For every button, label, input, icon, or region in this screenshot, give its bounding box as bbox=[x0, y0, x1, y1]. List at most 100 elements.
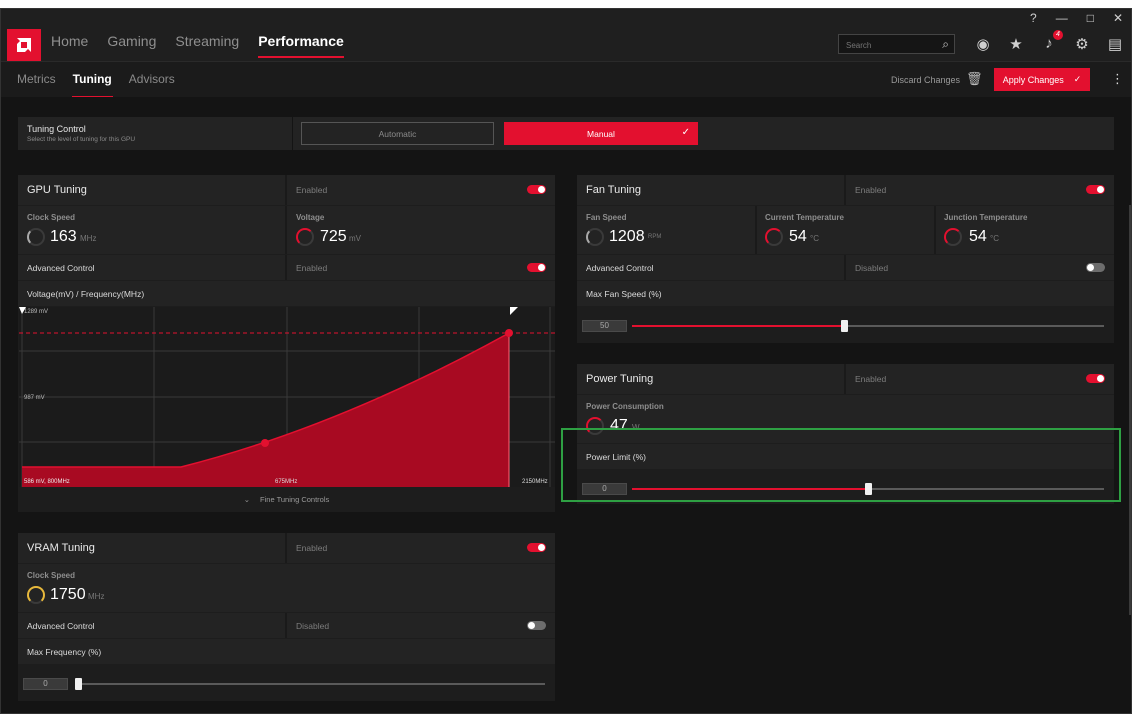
voltage-gauge-icon bbox=[296, 228, 314, 246]
voltage-unit: mV bbox=[349, 234, 361, 243]
current-temp-gauge-icon bbox=[765, 228, 783, 246]
max-frequency-input[interactable]: 0 bbox=[23, 678, 68, 690]
more-options-icon[interactable]: ⋮ bbox=[1111, 71, 1124, 86]
star-icon[interactable]: ★ bbox=[1009, 36, 1023, 53]
fine-tuning-label: Fine Tuning Controls bbox=[260, 494, 330, 504]
junction-temp-unit: °C bbox=[990, 234, 999, 243]
max-fan-speed-input[interactable]: 50 bbox=[582, 320, 627, 332]
max-marker-icon[interactable] bbox=[510, 307, 518, 315]
fan-tuning-header: Fan Tuning Enabled bbox=[577, 175, 1114, 205]
power-tuning-toggle[interactable] bbox=[1086, 374, 1105, 383]
clock-gauge-icon bbox=[27, 228, 45, 246]
separator bbox=[285, 613, 287, 638]
power-consumption-unit: W bbox=[632, 423, 640, 432]
max-frequency-row: Max Frequency (%) bbox=[18, 639, 555, 664]
power-tuning-status: Enabled bbox=[855, 374, 887, 384]
max-frequency-slider[interactable] bbox=[75, 678, 545, 690]
automatic-button[interactable]: Automatic bbox=[301, 122, 494, 145]
fine-tuning-controls-button[interactable]: ⌄ Fine Tuning Controls bbox=[18, 487, 555, 511]
max-frequency-label: Max Frequency (%) bbox=[27, 647, 102, 657]
fan-advanced-control-row: Advanced Control Disabled bbox=[577, 255, 1114, 280]
close-icon[interactable]: ✕ bbox=[1112, 11, 1123, 25]
advanced-control-status: Enabled bbox=[296, 263, 328, 273]
manual-button[interactable]: Manual ✓ bbox=[504, 122, 698, 145]
vram-tuning-title: VRAM Tuning bbox=[27, 542, 95, 554]
fan-tuning-toggle[interactable] bbox=[1086, 185, 1105, 194]
vf-point-max[interactable] bbox=[505, 329, 513, 337]
notification-badge: 4 bbox=[1053, 30, 1063, 40]
toggle-knob bbox=[538, 186, 545, 193]
current-temp-value: 54 bbox=[789, 228, 807, 245]
power-limit-highlight bbox=[561, 428, 1121, 502]
junction-temp-gauge-icon bbox=[944, 228, 962, 246]
vram-tuning-toggle[interactable] bbox=[527, 543, 546, 552]
toggle-knob bbox=[538, 264, 545, 271]
maximize-icon[interactable]: □ bbox=[1086, 11, 1094, 25]
min-marker-icon[interactable] bbox=[19, 307, 26, 314]
tab-metrics[interactable]: Metrics bbox=[17, 72, 56, 86]
gpu-metrics-row: Clock Speed 163 MHz Voltage 725 mV bbox=[18, 206, 555, 254]
window-controls: ? — □ ✕ bbox=[1030, 11, 1123, 25]
nav-performance[interactable]: Performance bbox=[258, 33, 344, 58]
separator bbox=[934, 206, 936, 254]
slider-thumb[interactable] bbox=[841, 320, 848, 332]
fan-speed-unit: RPM bbox=[648, 234, 662, 240]
fan-tuning-status: Enabled bbox=[855, 185, 887, 195]
gpu-tuning-toggle[interactable] bbox=[527, 185, 546, 194]
trash-icon[interactable]: 🗑 bbox=[966, 71, 983, 86]
clock-speed-unit: MHz bbox=[80, 234, 97, 243]
gpu-tuning-panel: GPU Tuning Enabled Clock Speed 163 MHz V… bbox=[18, 175, 555, 512]
apply-changes-label: Apply Changes bbox=[1002, 74, 1064, 85]
panel-icon[interactable]: ▤ bbox=[1107, 36, 1123, 53]
advanced-control-row: Advanced Control Enabled bbox=[18, 255, 555, 280]
gear-icon[interactable]: ⚙ bbox=[1075, 36, 1089, 53]
slider-thumb[interactable] bbox=[865, 483, 872, 495]
fan-advanced-control-toggle[interactable] bbox=[1086, 263, 1105, 272]
help-icon[interactable]: ? bbox=[1030, 11, 1037, 25]
apply-changes-button[interactable]: Apply Changes ✓ bbox=[994, 68, 1090, 91]
separator bbox=[844, 364, 846, 394]
search-input[interactable] bbox=[839, 36, 936, 55]
tab-advisors[interactable]: Advisors bbox=[128, 72, 175, 86]
search-box[interactable]: ⌕ bbox=[838, 34, 955, 55]
vram-clock-label: Clock Speed bbox=[27, 571, 76, 580]
minimize-icon[interactable]: — bbox=[1055, 11, 1068, 25]
sub-nav: Metrics Tuning Advisors bbox=[17, 72, 175, 98]
chart-label-bottom-left: 586 mV, 800MHz bbox=[24, 479, 70, 485]
scrollbar[interactable] bbox=[1129, 205, 1131, 615]
fan-tuning-panel: Fan Tuning Enabled Fan Speed 1208 RPM Cu… bbox=[577, 175, 1114, 343]
power-tuning-header: Power Tuning Enabled bbox=[577, 364, 1114, 394]
chevron-down-icon: ⌄ bbox=[243, 494, 251, 504]
nav-streaming[interactable]: Streaming bbox=[175, 33, 240, 49]
vram-metrics-row: Clock Speed 1750 MHz bbox=[18, 564, 555, 612]
tuning-control-subtitle: Select the level of tuning for this GPU bbox=[27, 136, 136, 143]
tab-tuning[interactable]: Tuning bbox=[71, 72, 113, 98]
toggle-knob bbox=[538, 544, 545, 551]
power-tuning-panel: Power Tuning Enabled Power Consumption 4… bbox=[577, 364, 1114, 504]
vf-point-mid[interactable] bbox=[261, 439, 269, 447]
globe-icon[interactable]: ◉ bbox=[976, 36, 990, 53]
slider-thumb[interactable] bbox=[75, 678, 82, 690]
vram-advanced-control-toggle[interactable] bbox=[527, 621, 546, 630]
discard-changes-button[interactable]: Discard Changes bbox=[891, 75, 961, 85]
check-icon: ✓ bbox=[1073, 74, 1082, 84]
tuning-content: Tuning Control Select the level of tunin… bbox=[1, 97, 1131, 713]
amd-logo-icon[interactable] bbox=[7, 29, 41, 61]
power-limit-input[interactable]: 0 bbox=[582, 483, 627, 495]
toggle-knob bbox=[1097, 186, 1104, 193]
advanced-control-toggle[interactable] bbox=[527, 263, 546, 272]
amd-software-window: Home Gaming Streaming Performance ? — □ … bbox=[0, 8, 1132, 714]
toggle-knob bbox=[1097, 375, 1104, 382]
main-nav: Home Gaming Streaming Performance bbox=[51, 33, 344, 58]
bell-icon[interactable]: ♪ 4 bbox=[1040, 30, 1063, 53]
nav-home[interactable]: Home bbox=[51, 33, 89, 49]
nav-gaming[interactable]: Gaming bbox=[107, 33, 157, 49]
top-icons: ◉ ★ ♪ 4 ⚙ ▤ bbox=[974, 30, 1124, 53]
power-limit-slider[interactable] bbox=[632, 483, 1104, 495]
separator bbox=[285, 255, 287, 280]
vf-curve-chart[interactable]: 1289 mV 987 mV 586 mV, 800MHz 675MHz 215… bbox=[19, 307, 555, 487]
max-fan-speed-slider[interactable] bbox=[632, 320, 1104, 332]
tuning-control-bar: Tuning Control Select the level of tunin… bbox=[18, 117, 1114, 150]
search-icon[interactable]: ⌕ bbox=[942, 37, 949, 51]
vram-clock-value: 1750 bbox=[50, 586, 86, 603]
